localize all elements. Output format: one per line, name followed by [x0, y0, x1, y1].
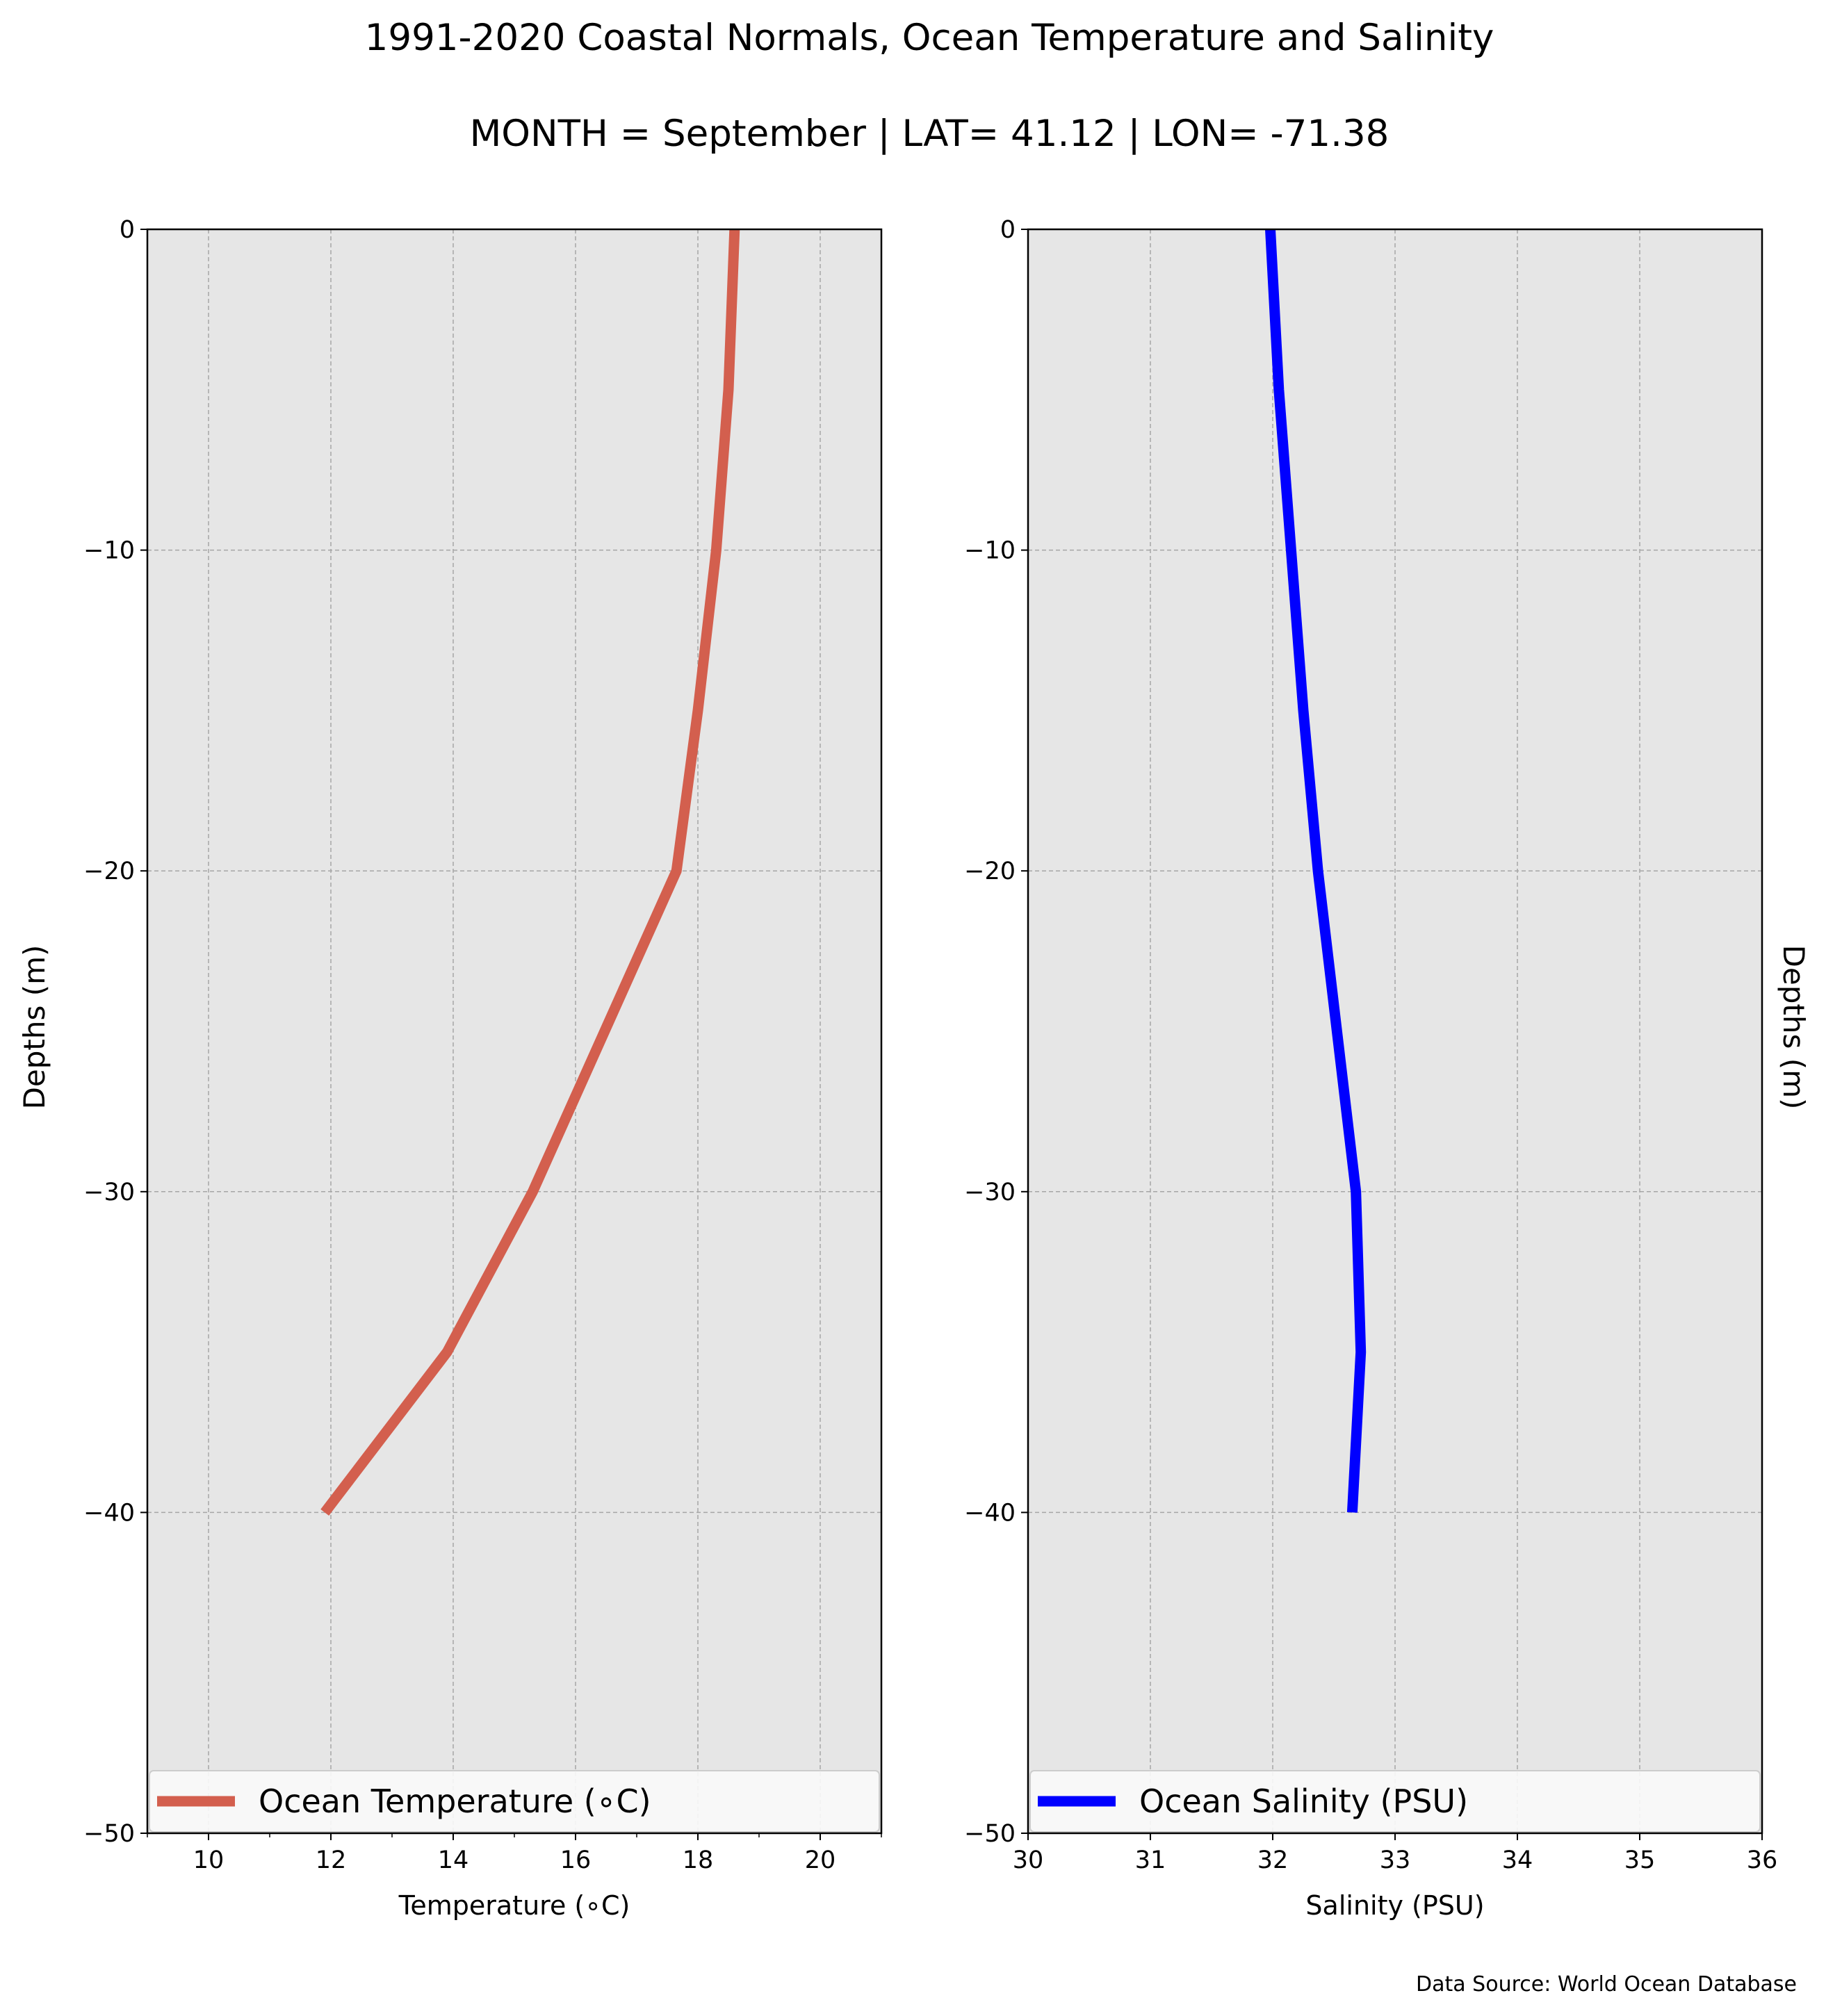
salinity-y-tick-label: −30: [964, 1179, 1016, 1206]
temperature-y-tick-label: −30: [83, 1179, 135, 1206]
salinity-x-tick-label: 30: [1013, 1846, 1044, 1874]
salinity-x-tick-label: 33: [1380, 1846, 1411, 1874]
salinity-legend-label: Ocean Salinity (PSU): [1139, 1783, 1468, 1820]
figure-subtitle: MONTH = September | LAT= 41.12 | LON= -7…: [470, 113, 1389, 155]
temperature-x-tick-label: 14: [438, 1846, 469, 1874]
temperature-y-tick-label: 0: [120, 216, 135, 244]
temperature-x-tick-label: 12: [316, 1846, 347, 1874]
temperature-x-tick-label: 16: [560, 1846, 592, 1874]
salinity-y-tick-label: −20: [964, 858, 1016, 885]
data-source-note: Data Source: World Ocean Database: [1416, 1972, 1797, 1997]
temperature-panel: 10 12 14 16 18 20 0 −10 −20 −30 −40 −50 Ocean Temper…: [83, 216, 883, 1921]
temperature-y-tick-label: −10: [83, 537, 135, 565]
salinity-x-axis-label: Salinity (PSU): [1305, 1890, 1484, 1921]
salinity-y-tick-label: −50: [964, 1820, 1016, 1848]
salinity-series-line: [1265, 229, 1367, 1513]
figure-title: 1991-2020 Coastal Normals, Ocean Tempera…: [365, 17, 1494, 59]
temperature-y-tick-label: −20: [83, 858, 135, 885]
salinity-x-tick-label: 35: [1624, 1846, 1656, 1874]
salinity-axes-frame: [1027, 228, 1763, 1835]
right-depth-axis-label: Depths (m): [1777, 945, 1811, 1110]
temperature-series-line: [320, 229, 740, 1516]
salinity-panel: 30 31 32 33 34 35 36 0 −10 −20 −30 −40 −50 Ocean Sali…: [964, 216, 1777, 1921]
temperature-y-tick-label: −50: [83, 1820, 135, 1848]
temperature-plot-area: [147, 229, 881, 1833]
salinity-x-tick-label: 36: [1747, 1846, 1778, 1874]
temperature-legend: [149, 1770, 880, 1833]
salinity-x-tick-label: 32: [1257, 1846, 1289, 1874]
temperature-legend-label: Ocean Temperature (∘C): [259, 1783, 651, 1820]
left-depth-axis-label: Depths (m): [17, 945, 51, 1110]
salinity-x-tick-label: 34: [1502, 1846, 1533, 1874]
temperature-x-tick-label: 10: [193, 1846, 225, 1874]
salinity-y-tick-label: 0: [1000, 216, 1016, 244]
temperature-axes-frame: [146, 228, 883, 1835]
temperature-x-axis-label: Temperature (∘C): [398, 1890, 630, 1921]
salinity-x-tick-label: 31: [1135, 1846, 1166, 1874]
salinity-legend: [1029, 1770, 1761, 1833]
temperature-x-tick-label: 20: [805, 1846, 836, 1874]
salinity-y-tick-label: −40: [964, 1499, 1016, 1527]
temperature-y-tick-label: −40: [83, 1499, 135, 1527]
temperature-x-tick-label: 18: [683, 1846, 714, 1874]
salinity-y-tick-label: −10: [964, 537, 1016, 565]
